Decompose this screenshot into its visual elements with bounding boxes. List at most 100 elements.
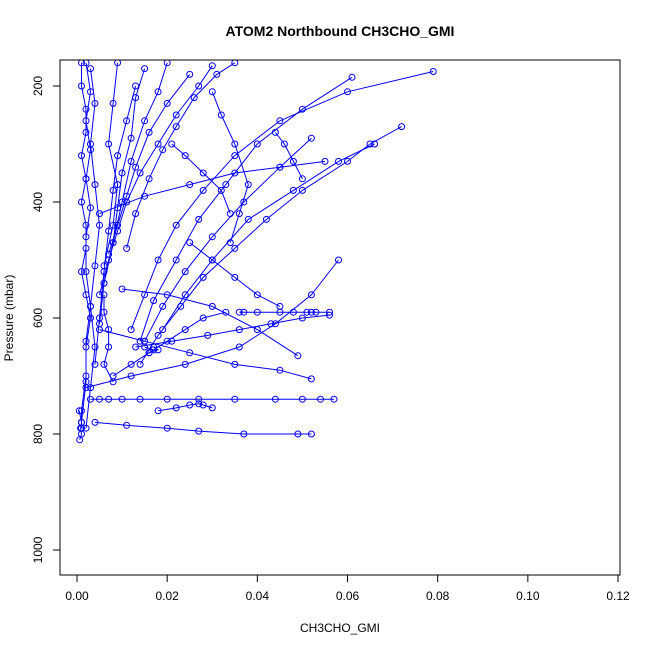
data-point-23-4: [267, 320, 275, 328]
data-point-20-7: [231, 395, 239, 403]
data-point-2-6: [87, 302, 94, 310]
data-point-15-7: [177, 302, 185, 310]
data-point-0-1: [78, 82, 85, 90]
data-point-1-9: [82, 337, 90, 345]
data-point-31-3: [253, 291, 261, 299]
data-point-10-5: [100, 262, 108, 270]
data-point-5-1: [195, 82, 203, 90]
data-point-7-3: [132, 163, 140, 171]
data-point-25-2: [105, 326, 113, 334]
data-point-10-0: [114, 60, 122, 67]
data-point-15-0: [398, 123, 406, 131]
profile-line-29: [171, 143, 231, 214]
data-point-21-4: [240, 430, 248, 438]
data-point-11-1: [344, 88, 351, 96]
data-point-0-2: [82, 105, 90, 113]
data-point-28-4: [235, 210, 243, 218]
chart-title: ATOM2 Northbound CH3CHO_GMI: [226, 23, 455, 39]
profile-line-2: [85, 68, 101, 429]
data-point-20-8: [271, 395, 279, 403]
data-point-12-0: [348, 73, 356, 81]
profile-line-31: [189, 242, 281, 307]
data-point-0-7: [82, 221, 90, 229]
data-point-27-4: [276, 366, 284, 374]
profile-line-8: [99, 68, 146, 324]
data-point-5-0: [208, 62, 216, 70]
data-point-7-2: [145, 128, 153, 136]
data-point-27-0: [96, 326, 103, 334]
data-point-7-1: [163, 99, 171, 107]
data-point-17-2: [181, 360, 189, 368]
data-point-22-2: [186, 401, 194, 409]
data-point-5-4: [136, 169, 144, 177]
y-tick-label-1: 400: [31, 192, 45, 212]
data-point-28-0: [208, 88, 216, 96]
data-point-7-6: [105, 250, 113, 258]
data-point-27-2: [186, 349, 194, 357]
data-point-26-3: [253, 326, 261, 334]
data-point-31-0: [186, 239, 194, 247]
profile-line-23: [135, 314, 330, 348]
y-tick-label-0: 200: [31, 76, 45, 96]
x-tick-label-3: 0.06: [336, 589, 360, 603]
profile-line-15: [139, 126, 402, 365]
data-point-15-9: [136, 360, 144, 368]
data-point-20-9: [298, 395, 306, 403]
data-point-28-1: [217, 111, 225, 119]
data-point-18-4: [181, 326, 189, 334]
data-point-25-5: [109, 378, 117, 386]
data-point-4-0: [132, 82, 140, 90]
data-point-9-6: [132, 210, 140, 218]
data-point-10-2: [105, 140, 113, 148]
data-point-27-1: [141, 337, 149, 345]
data-point-13-0: [307, 134, 315, 142]
data-point-18-1: [127, 360, 135, 368]
data-point-31-2: [231, 273, 239, 281]
data-point-14-1: [335, 157, 342, 165]
x-axis-label: CH3CHO_GMI: [300, 621, 380, 635]
data-point-25-0: [100, 291, 108, 299]
data-point-2-7: [91, 343, 99, 351]
data-point-0-9: [78, 268, 85, 276]
data-point-20-10: [317, 395, 324, 403]
data-point-30-3: [298, 175, 306, 183]
data-point-20-0: [87, 395, 94, 403]
data-point-3-4: [76, 436, 84, 444]
y-tick-label-2: 600: [31, 308, 45, 328]
x-tick-label-6: 0.12: [606, 589, 630, 603]
data-point-9-4: [159, 146, 167, 154]
data-point-2-3: [91, 181, 99, 189]
data-point-5-2: [172, 111, 180, 119]
data-point-27-3: [231, 360, 239, 368]
y-axis: 200 400 600 800 1000: [31, 76, 61, 563]
profile-line-27: [99, 329, 312, 380]
data-point-19-5: [303, 308, 311, 316]
data-point-6-2: [141, 117, 149, 125]
data-point-7-4: [123, 192, 131, 200]
profile-line-3: [78, 410, 83, 440]
data-point-23-0: [132, 343, 140, 351]
data-point-13-4: [181, 268, 189, 276]
data-point-19-7: [312, 308, 320, 316]
data-point-13-3: [208, 233, 216, 241]
data-point-12-6: [150, 297, 158, 305]
data-point-19-1: [240, 308, 248, 316]
data-point-25-1: [100, 308, 108, 316]
data-point-23-5: [298, 314, 306, 322]
data-point-6-3: [127, 157, 135, 165]
data-point-15-1: [366, 140, 374, 148]
data-point-2-9: [82, 424, 90, 432]
profile-line-9: [126, 62, 236, 249]
profile-line-16: [99, 160, 326, 215]
data-point-12-5: [172, 256, 180, 264]
data-point-12-1: [298, 105, 306, 113]
data-point-27-5: [307, 375, 315, 383]
y-tick-label-3: 800: [31, 424, 45, 444]
data-point-15-3: [298, 186, 306, 194]
data-point-26-2: [208, 302, 216, 310]
data-point-20-3: [118, 395, 126, 403]
data-point-10-1: [109, 99, 117, 107]
data-point-1-5: [87, 204, 94, 212]
data-point-19-0: [235, 308, 243, 316]
profile-line-1: [81, 62, 92, 423]
